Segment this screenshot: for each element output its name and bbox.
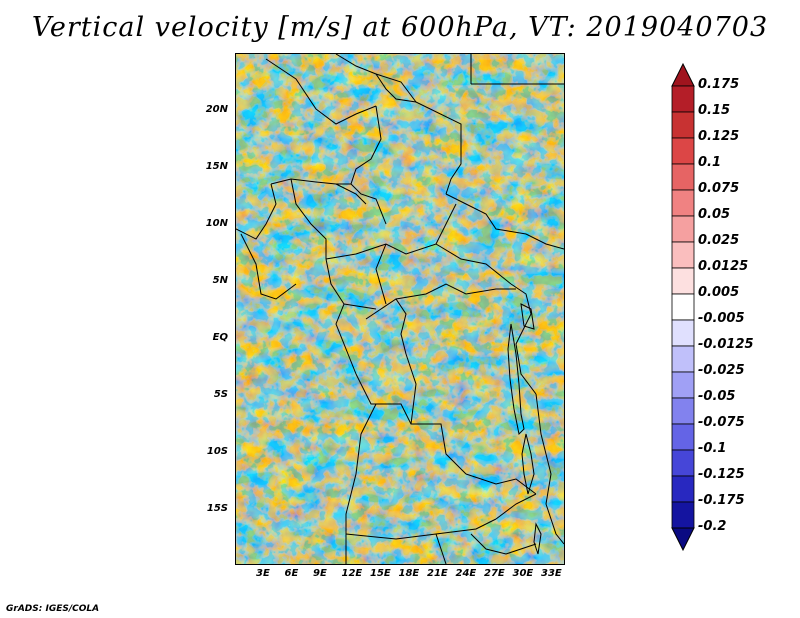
- colorbar-label: -0.2: [698, 519, 727, 534]
- lat-label: 15N: [205, 161, 228, 172]
- lat-label: 5S: [213, 389, 228, 400]
- colorbar-label: 0.025: [698, 233, 740, 248]
- colorbar-label: -0.125: [698, 467, 745, 482]
- colorbar-swatch: [671, 319, 695, 347]
- colorbar-label: -0.175: [698, 493, 745, 508]
- colorbar-min-arrow: [671, 527, 695, 552]
- lat-label: 15S: [206, 503, 228, 514]
- colorbar-swatch: [671, 371, 695, 399]
- lon-label: 30E: [512, 568, 534, 579]
- colorbar-swatch: [671, 215, 695, 243]
- colorbar-label: 0.075: [698, 181, 740, 196]
- lon-label: 24E: [455, 568, 477, 579]
- lon-label: 21E: [427, 568, 448, 579]
- colorbar-swatch: [671, 163, 695, 191]
- colorbar-swatch: [671, 475, 695, 503]
- colorbar-label: -0.075: [698, 415, 745, 430]
- colorbar-max-arrow: [671, 62, 695, 87]
- lat-label: 10N: [205, 218, 228, 229]
- colorbar-label: 0.1: [698, 155, 722, 170]
- velocity-field-overlay: [236, 54, 564, 564]
- chart-title: Vertical velocity [m/s] at 600hPa, VT: 2…: [31, 12, 769, 43]
- lat-label: 20N: [205, 104, 228, 115]
- lon-label: 9E: [313, 568, 327, 579]
- footer-credit: GrADS: IGES/COLA: [6, 604, 100, 614]
- lon-label: 12E: [341, 568, 363, 579]
- lat-label: 5N: [212, 275, 228, 286]
- colorbar-label: -0.0125: [698, 337, 754, 352]
- colorbar: [671, 62, 695, 552]
- colorbar-swatch: [671, 501, 695, 529]
- lon-label: 6E: [284, 568, 299, 579]
- colorbar-label: -0.05: [698, 389, 736, 404]
- colorbar-swatch: [671, 423, 695, 451]
- colorbar-swatch: [671, 267, 695, 295]
- velocity-map: [235, 53, 565, 565]
- lon-label: 33E: [541, 568, 562, 579]
- country-borders: [236, 54, 564, 564]
- colorbar-label: 0.15: [698, 103, 731, 118]
- lon-label: 15E: [370, 568, 391, 579]
- lat-label: 10S: [206, 446, 228, 457]
- lon-label: 18E: [398, 568, 420, 579]
- colorbar-label: 0.05: [698, 207, 731, 222]
- colorbar-label: -0.005: [698, 311, 745, 326]
- colorbar-swatch: [671, 189, 695, 217]
- colorbar-swatch: [671, 293, 695, 321]
- lake-outlines: [507, 303, 542, 555]
- colorbar-label: 0.125: [698, 129, 740, 144]
- map-svg: [236, 54, 564, 564]
- colorbar-label: -0.025: [698, 363, 745, 378]
- lon-label: 3E: [256, 568, 270, 579]
- colorbar-label: 0.0125: [698, 259, 749, 274]
- colorbar-swatch: [671, 449, 695, 477]
- colorbar-label: 0.175: [698, 77, 740, 92]
- colorbar-label: -0.1: [698, 441, 727, 456]
- colorbar-swatch: [671, 137, 695, 165]
- colorbar-swatch: [671, 85, 695, 113]
- colorbar-swatch: [671, 111, 695, 139]
- colorbar-swatch: [671, 241, 695, 269]
- lat-label: EQ: [212, 332, 228, 343]
- colorbar-label: 0.005: [698, 285, 740, 300]
- lon-label: 27E: [484, 568, 505, 579]
- colorbar-swatch: [671, 345, 695, 373]
- colorbar-swatch: [671, 397, 695, 425]
